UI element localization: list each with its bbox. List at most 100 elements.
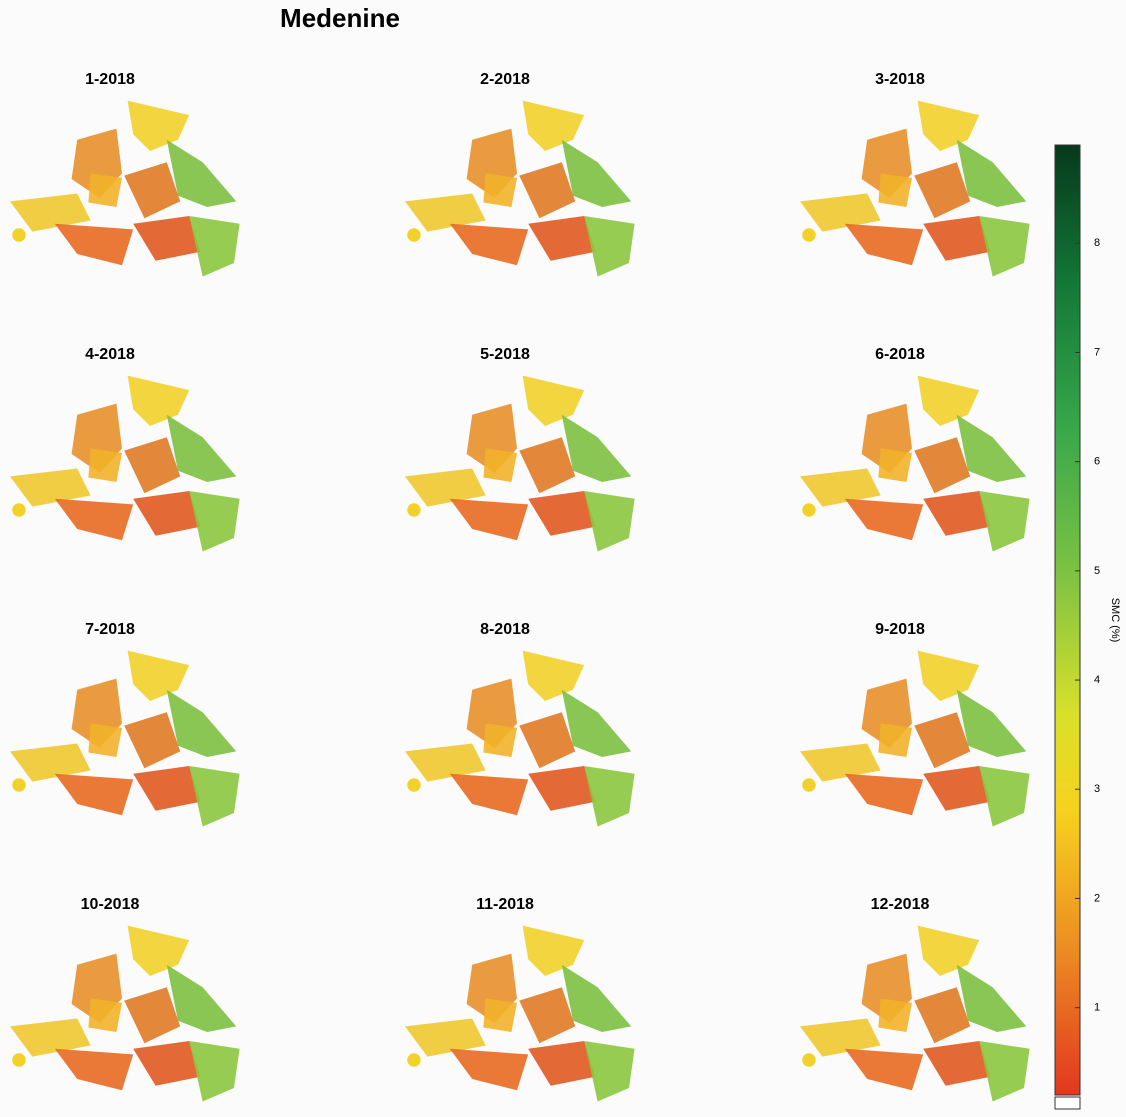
map — [800, 101, 1030, 277]
map-region — [124, 437, 180, 493]
panel-title: 5-2018 — [480, 346, 530, 363]
map-region — [923, 216, 990, 261]
map-region — [12, 228, 25, 241]
figure: Medenine SMC (%) 1-20182-20183-20184-201… — [0, 0, 1126, 1117]
map-region — [523, 376, 585, 426]
panel-title: 1-2018 — [85, 71, 135, 88]
map-region — [128, 651, 190, 701]
map — [405, 651, 635, 827]
map-region — [88, 723, 122, 757]
map-region — [450, 224, 528, 265]
map-region — [979, 766, 1029, 826]
map-region — [189, 1041, 239, 1101]
map-region — [979, 491, 1029, 551]
map-region — [845, 224, 923, 265]
map-region — [519, 712, 575, 768]
map-region — [12, 778, 25, 791]
map-region — [450, 774, 528, 815]
map-region — [88, 448, 122, 482]
map-region — [979, 216, 1029, 276]
map — [10, 651, 240, 827]
map-region — [528, 766, 595, 811]
map — [800, 376, 1030, 552]
map — [800, 926, 1030, 1102]
map-region — [128, 101, 190, 151]
map-region — [914, 712, 970, 768]
panel-title: 7-2018 — [85, 621, 135, 638]
map-region — [914, 162, 970, 218]
map-region — [407, 228, 420, 241]
colorbar-tick-label: 1 — [1094, 1002, 1100, 1014]
map-region — [979, 1041, 1029, 1101]
map-region — [483, 173, 517, 207]
map-region — [124, 162, 180, 218]
map-region — [878, 998, 912, 1032]
map-region — [189, 216, 239, 276]
map-region — [845, 1049, 923, 1090]
map-region — [878, 173, 912, 207]
map-region — [584, 216, 634, 276]
figure-title: Medenine — [280, 3, 400, 33]
map-region — [923, 1041, 990, 1086]
panel-title: 11-2018 — [476, 896, 534, 913]
map-region — [12, 1053, 25, 1066]
map-region — [189, 491, 239, 551]
colorbar-tick-label: 6 — [1094, 456, 1100, 468]
map-region — [519, 437, 575, 493]
map-region — [133, 491, 200, 536]
map-region — [407, 778, 420, 791]
panel-title: 6-2018 — [875, 346, 925, 363]
map-region — [88, 998, 122, 1032]
colorbar-tick-label: 7 — [1094, 346, 1100, 358]
map-region — [55, 499, 133, 540]
map-region — [802, 1053, 815, 1066]
map — [405, 101, 635, 277]
colorbar-nodata — [1055, 1097, 1080, 1109]
map-region — [128, 376, 190, 426]
map-region — [128, 926, 190, 976]
map-region — [523, 926, 585, 976]
map-region — [523, 651, 585, 701]
map — [10, 101, 240, 277]
map-region — [407, 503, 420, 516]
colorbar-tick-label: 8 — [1094, 237, 1100, 249]
map — [405, 376, 635, 552]
map-region — [483, 998, 517, 1032]
panel-title: 3-2018 — [875, 71, 925, 88]
map-region — [133, 216, 200, 261]
colorbar-tick-label: 4 — [1094, 674, 1100, 686]
panel-title: 8-2018 — [480, 621, 530, 638]
map-region — [584, 766, 634, 826]
map-region — [483, 723, 517, 757]
map-region — [802, 778, 815, 791]
map-region — [845, 499, 923, 540]
map — [800, 651, 1030, 827]
map-region — [133, 1041, 200, 1086]
colorbar-tick-label: 3 — [1094, 783, 1100, 795]
map-region — [407, 1053, 420, 1066]
map-region — [124, 712, 180, 768]
map-region — [918, 101, 980, 151]
panel-title: 9-2018 — [875, 621, 925, 638]
map-region — [55, 774, 133, 815]
map-region — [923, 491, 990, 536]
map-region — [523, 101, 585, 151]
map-region — [189, 766, 239, 826]
map-region — [88, 173, 122, 207]
map-region — [483, 448, 517, 482]
colorbar-tick-label: 5 — [1094, 565, 1100, 577]
map-region — [528, 1041, 595, 1086]
map-region — [878, 448, 912, 482]
colorbar-tick-label: 2 — [1094, 892, 1100, 904]
map-region — [519, 987, 575, 1043]
panel-title: 10-2018 — [81, 896, 140, 913]
map-region — [124, 987, 180, 1043]
map-region — [802, 503, 815, 516]
map-region — [519, 162, 575, 218]
panel-title: 2-2018 — [480, 71, 530, 88]
map-region — [923, 766, 990, 811]
map — [10, 926, 240, 1102]
map-region — [12, 503, 25, 516]
map-region — [584, 1041, 634, 1101]
map — [405, 926, 635, 1102]
